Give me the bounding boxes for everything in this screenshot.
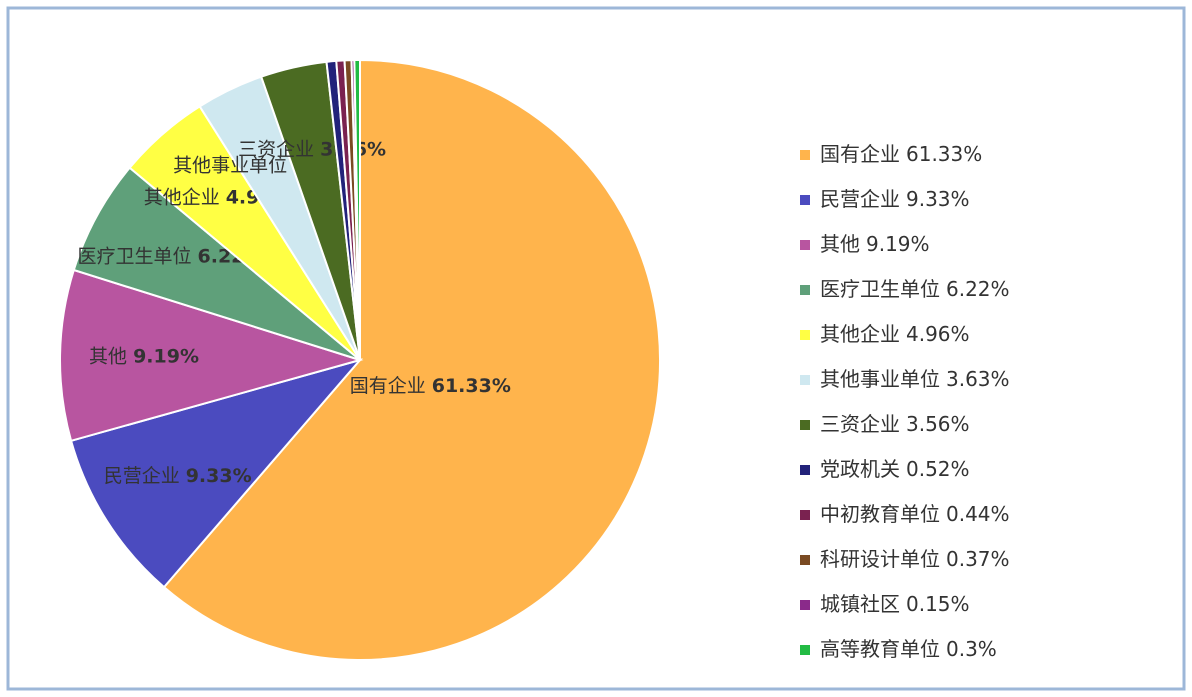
legend-swatch bbox=[800, 330, 810, 340]
legend-label: 其他企业 4.96% bbox=[820, 322, 970, 346]
legend-value: 9.19% bbox=[866, 232, 930, 256]
slice-label-name: 其他事业单位 bbox=[173, 154, 287, 176]
legend-value: 0.52% bbox=[906, 457, 970, 481]
legend-label: 党政机关 0.52% bbox=[820, 457, 970, 481]
slice-label: 国有企业 61.33% bbox=[350, 375, 511, 397]
slice-label-name: 民营企业 bbox=[104, 464, 180, 486]
slice-label-name: 医疗卫生单位 bbox=[77, 245, 191, 267]
slice-label-name: 其他 bbox=[89, 345, 127, 367]
legend-label: 三资企业 3.56% bbox=[820, 412, 970, 436]
legend-value: 3.63% bbox=[946, 367, 1010, 391]
legend-name: 三资企业 bbox=[820, 412, 900, 436]
legend-name: 高等教育单位 bbox=[820, 637, 940, 661]
legend-value: 3.56% bbox=[906, 412, 970, 436]
pie-slice bbox=[69, 358, 363, 589]
legend-label: 医疗卫生单位 6.22% bbox=[820, 277, 1010, 301]
slice-label-value: 9.19% bbox=[133, 345, 199, 367]
legend-swatch bbox=[800, 510, 810, 520]
legend-label: 民营企业 9.33% bbox=[820, 187, 970, 211]
slice-label-value: 61.33% bbox=[432, 375, 511, 397]
legend-name: 其他 bbox=[820, 232, 860, 256]
pie-slice bbox=[353, 58, 361, 361]
legend-label: 其他事业单位 3.63% bbox=[820, 367, 1010, 391]
legend-swatch bbox=[800, 645, 810, 655]
legend-value: 9.33% bbox=[906, 187, 970, 211]
legend-swatch bbox=[800, 150, 810, 160]
legend-value: 0.15% bbox=[906, 592, 970, 616]
legend-name: 其他企业 bbox=[820, 322, 900, 346]
legend-swatch bbox=[800, 195, 810, 205]
legend-name: 其他事业单位 bbox=[820, 367, 940, 391]
pie-slice bbox=[162, 58, 661, 661]
legend-label: 中初教育单位 0.44% bbox=[820, 502, 1010, 526]
legend-value: 0.37% bbox=[946, 547, 1010, 571]
legend-label: 科研设计单位 0.37% bbox=[820, 547, 1010, 571]
legend-value: 61.33% bbox=[906, 142, 982, 166]
legend-name: 国有企业 bbox=[820, 142, 900, 166]
legend-swatch bbox=[800, 465, 810, 475]
legend-name: 中初教育单位 bbox=[820, 502, 940, 526]
legend-value: 4.96% bbox=[906, 322, 970, 346]
slice-label-value: 9.33% bbox=[186, 464, 252, 486]
legend-name: 城镇社区 bbox=[820, 592, 900, 616]
legend-label: 其他 9.19% bbox=[820, 232, 930, 256]
legend-name: 党政机关 bbox=[820, 457, 900, 481]
legend-swatch bbox=[800, 375, 810, 385]
slice-label-name: 其他企业 bbox=[144, 186, 220, 208]
legend-label: 城镇社区 0.15% bbox=[820, 592, 970, 616]
legend-value: 6.22% bbox=[946, 277, 1010, 301]
legend-swatch bbox=[800, 420, 810, 430]
slice-label: 其他 9.19% bbox=[89, 345, 199, 367]
legend-swatch bbox=[800, 285, 810, 295]
legend-swatch bbox=[800, 240, 810, 250]
pie-slice bbox=[72, 166, 361, 361]
legend-name: 医疗卫生单位 bbox=[820, 277, 940, 301]
legend-swatch bbox=[800, 600, 810, 610]
slice-label-name: 三资企业 bbox=[238, 138, 314, 160]
slice-label-name: 国有企业 bbox=[350, 375, 426, 397]
legend-swatch bbox=[800, 555, 810, 565]
legend-name: 民营企业 bbox=[820, 187, 900, 211]
legend-value: 0.44% bbox=[946, 502, 1010, 526]
legend-label: 国有企业 61.33% bbox=[820, 142, 982, 166]
legend-label: 高等教育单位 0.3% bbox=[820, 637, 997, 661]
legend-name: 科研设计单位 bbox=[820, 547, 940, 571]
pie-slice bbox=[59, 268, 364, 443]
slice-label: 民营企业 9.33% bbox=[104, 464, 252, 486]
legend-value: 0.3% bbox=[946, 637, 997, 661]
